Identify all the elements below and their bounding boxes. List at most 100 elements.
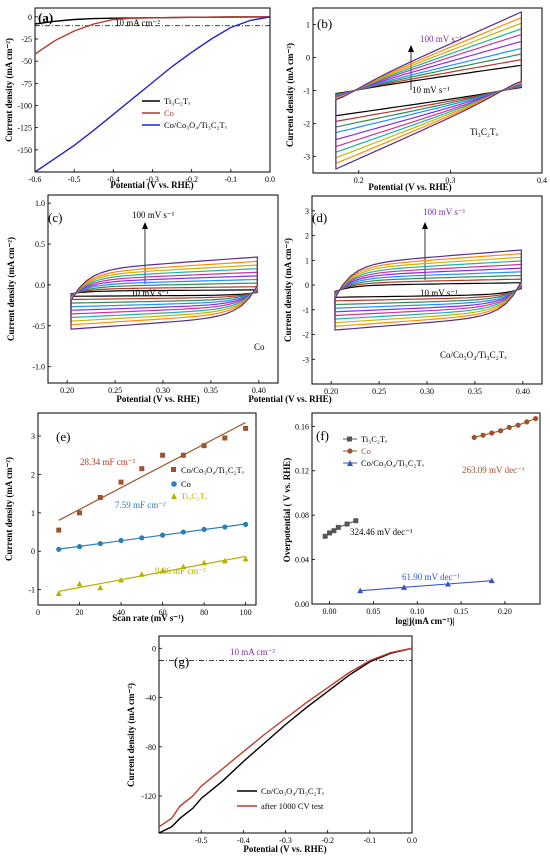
y-tick-label: -0.5 [32, 322, 45, 331]
legend-label: Co [181, 479, 191, 489]
x-tick-label: 0.40 [252, 386, 266, 395]
x-tick-label: 0 [36, 608, 40, 617]
x-axis-label: Potential (V vs. RHE) [248, 394, 331, 404]
x-tick-label: 0.30 [420, 387, 434, 396]
y-tick-label: -1 [303, 87, 310, 96]
data-point [77, 510, 83, 516]
data-point [180, 563, 187, 570]
cv-loop [334, 278, 522, 302]
cv-loop [70, 282, 258, 304]
y-tick-label: -1.0 [32, 363, 45, 372]
data-point [97, 494, 103, 500]
x-tick-label: 0.20 [498, 607, 512, 616]
data-point [401, 584, 408, 590]
y-tick-label: -120 [141, 792, 156, 801]
data-point [139, 535, 145, 541]
annotation-10: 10 mV s⁻¹ [131, 288, 169, 298]
y-axis-label: Current density (mA cm⁻²) [126, 683, 136, 787]
y-tick-label: 0.16 [295, 422, 309, 431]
data-point [139, 466, 145, 472]
data-point [159, 567, 166, 573]
y-tick-label: -1 [302, 306, 309, 315]
data-point [444, 581, 451, 587]
plot-frame [311, 412, 541, 605]
data-point [118, 537, 124, 544]
y-tick-label: 2 [305, 232, 309, 241]
legend: Co/Co₃O₄/Ti₃C₂Tₓ Co Ti₃C₂Tₓ [171, 465, 245, 501]
x-axis-label: log|j(mA cm⁻²)| [395, 616, 454, 626]
panel-label: (f) [316, 428, 329, 443]
data-point [327, 530, 333, 536]
x-tick-label: -0.1 [363, 836, 376, 845]
fit-line [58, 555, 246, 592]
panel-d: (d) Current density (mA cm⁻²) Potential … [248, 195, 543, 404]
panel-c: (c) Current density (mA cm⁻²) Co 100 mV … [6, 194, 279, 384]
x-tick-label: 0.10 [410, 607, 424, 616]
series-line [158, 647, 413, 834]
fit-line [58, 421, 246, 521]
y-axis-label: Overpotential ( V vs. RHE) [282, 458, 292, 562]
series-line [360, 580, 492, 592]
y-axis-label: Current density (mA cm⁻²) [283, 238, 293, 342]
legend-label: Ti₃C₂Tₓ [181, 491, 208, 501]
subtitle: Co [254, 342, 265, 352]
legend: Co/Co₃O₄/Ti₃C₂Tₓ after 1000 CV test [237, 786, 325, 811]
y-tick-label: -2 [303, 120, 310, 129]
y-axis-label: Current density (mA cm⁻²) [6, 237, 16, 341]
annotation-current: 10 mA cm⁻² [230, 647, 275, 657]
y-tick-label: 2 [31, 470, 35, 479]
data-point [480, 432, 486, 438]
y-tick-label: 0.04 [295, 556, 309, 565]
x-axis-label: Potential (V vs. RHE) [110, 180, 193, 190]
x-tick-label: -0.5 [195, 836, 208, 845]
x-tick-label: 0.0 [407, 836, 417, 845]
x-tick-label: 80 [200, 608, 208, 617]
annotation-slope: 61.90 mV dec⁻¹ [402, 572, 460, 582]
y-tick-label: -40 [145, 694, 156, 703]
annotation-slope: 28.34 mF cm⁻² [80, 457, 136, 467]
data-point [56, 546, 62, 552]
panel-label: (e) [56, 429, 70, 444]
data-point [180, 529, 186, 535]
data-point [56, 527, 62, 533]
cv-loop [334, 249, 522, 331]
x-tick-label: 0.20 [60, 386, 74, 395]
y-tick-label: 0 [305, 281, 309, 290]
y-tick-label: 0 [152, 644, 156, 653]
chart-marks: -0.6 -0.5 -0.4 -0.3 -0.2 -0.1 0.00-25-50-75-10… [17, 11, 547, 845]
panel-a: (a) Current density (mA cm⁻²) Potential … [4, 7, 271, 190]
panel-f: (f) Overpotential ( V vs. RHE) log|j(mA … [282, 412, 541, 626]
x-tick-label: -0.5 [68, 175, 81, 184]
series-line [158, 647, 413, 828]
x-tick-label: 0.4 [537, 176, 547, 185]
data-point [242, 555, 249, 562]
cv-loop [335, 33, 522, 148]
cv-loop [335, 22, 522, 159]
annotation-10: 10 mV s⁻¹ [420, 288, 458, 298]
data-point [471, 434, 477, 441]
cv-loop [335, 58, 522, 123]
data-point [201, 526, 207, 532]
y-tick-label: 0 [306, 54, 310, 63]
y-tick-label: -125 [17, 124, 32, 133]
y-tick-label: 0.0 [35, 281, 45, 290]
legend: Ti₃C₂Tₓ Co Co/Co₃O₄/Ti₃C₂Tₓ [142, 96, 228, 130]
panel-label: (g) [174, 654, 189, 669]
data-point [524, 419, 530, 425]
data-point [180, 452, 186, 458]
y-tick-label: 0.5 [35, 240, 45, 249]
y-axis-label: Current density (mA cm⁻²) [4, 457, 14, 561]
x-axis-label: Scan rate (mV s⁻¹) [112, 613, 184, 623]
subtitle: Co/Co₃O₄/Ti₃C₂Tₓ [440, 350, 507, 360]
data-point [222, 524, 228, 530]
x-tick-label: 0.00 [323, 607, 337, 616]
x-tick-label: 0.35 [204, 386, 218, 395]
y-tick-label: -100 [17, 102, 32, 111]
subtitle: Ti₃C₂Tₓ [470, 127, 498, 137]
series-line [34, 16, 271, 173]
y-tick-label: 3 [305, 207, 309, 216]
legend-label: Co/Co₃O₄/Ti₃C₂Tₓ [181, 465, 245, 475]
data-point [331, 528, 337, 534]
annotation-slope: 9.86 mF cm⁻² [155, 566, 206, 576]
cv-loop [335, 11, 522, 170]
